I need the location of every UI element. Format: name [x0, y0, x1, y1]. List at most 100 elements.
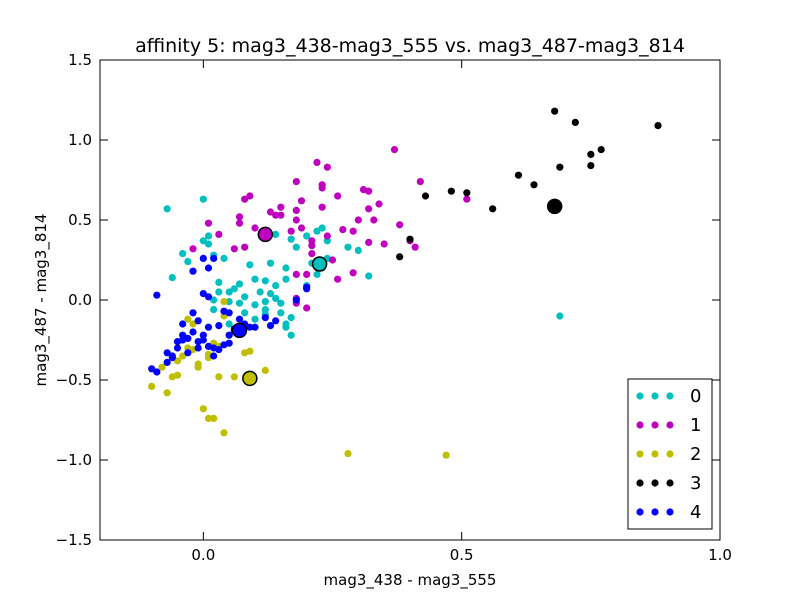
point-series-4-2: [153, 368, 161, 376]
point-series-0-27: [292, 243, 300, 251]
point-series-2-20: [230, 373, 238, 381]
point-series-1-9: [241, 243, 249, 251]
point-series-0-21: [261, 298, 269, 306]
point-series-2-22: [246, 347, 254, 355]
legend-marker-1-2: [666, 421, 674, 429]
point-series-0-50: [225, 298, 233, 306]
y-axis-label: mag3_487 - mag3_814: [32, 214, 51, 387]
y-tick-label-1: −1.0: [56, 451, 92, 469]
x-tick-label-0: 0.0: [191, 546, 215, 564]
point-series-1-36: [365, 187, 373, 195]
point-series-1-8: [251, 224, 259, 232]
point-series-4-11: [189, 309, 197, 317]
legend-marker-0-2: [666, 392, 674, 400]
point-series-0-24: [282, 275, 290, 283]
point-series-4-45: [225, 309, 233, 317]
point-series-0-32: [282, 323, 290, 331]
point-series-2-17: [215, 373, 223, 381]
point-series-4-10: [184, 349, 192, 357]
legend-label-3: 3: [690, 473, 701, 494]
point-series-0-13: [246, 261, 254, 269]
point-series-1-21: [308, 242, 316, 250]
point-series-4-17: [199, 336, 207, 344]
point-series-1-3: [230, 245, 238, 253]
point-series-4-28: [235, 315, 244, 323]
point-series-3-8: [551, 107, 559, 115]
point-series-1-16: [292, 216, 300, 224]
point-series-1-28: [313, 158, 321, 166]
point-series-4-42: [199, 290, 207, 298]
legend-label-2: 2: [690, 444, 701, 465]
point-series-1-31: [328, 256, 337, 264]
point-series-0-26: [287, 235, 295, 243]
point-series-1-30: [339, 226, 347, 234]
point-series-0-40: [318, 224, 326, 232]
legend-marker-2-2: [666, 450, 674, 458]
y-tick-label-2: −0.5: [56, 371, 92, 389]
point-series-1-50: [303, 270, 311, 278]
point-series-3-3: [447, 187, 455, 195]
point-series-0-56: [251, 315, 259, 323]
y-tick-label-6: 1.5: [68, 51, 92, 69]
point-series-4-33: [266, 322, 275, 330]
point-series-2-1: [163, 389, 171, 397]
y-tick-label-5: 1.0: [68, 131, 92, 149]
chart-title: affinity 5: mag3_438-mag3_555 vs. mag3_4…: [135, 35, 685, 57]
legend-marker-3-1: [651, 479, 659, 487]
centroid-series-1: [257, 226, 274, 243]
legend: 0 1 2 3 4: [627, 378, 713, 530]
point-series-1-14: [287, 227, 295, 235]
point-series-2-23: [261, 366, 269, 374]
legend-marker-4-0: [636, 508, 644, 516]
point-series-1-40: [375, 200, 383, 208]
plot-points: [148, 107, 662, 459]
point-series-0-25: [282, 264, 290, 272]
point-series-1-15: [292, 206, 300, 214]
point-series-1-46: [411, 243, 419, 251]
point-series-4-19: [204, 323, 213, 331]
point-series-2-0: [148, 382, 156, 390]
point-series-1-32: [334, 275, 342, 283]
point-series-1-13: [277, 203, 285, 211]
point-series-1-10: [266, 208, 275, 216]
point-series-1-43: [390, 146, 399, 154]
point-series-1-34: [349, 227, 357, 235]
point-series-3-9: [556, 163, 564, 171]
point-series-1-44: [396, 221, 404, 229]
point-series-1-33: [349, 269, 357, 277]
legend-marker-3-0: [636, 479, 644, 487]
point-series-0-6: [204, 240, 213, 248]
point-series-3-5: [489, 205, 497, 213]
legend-marker-0-1: [651, 392, 659, 400]
point-series-0-7: [204, 232, 213, 240]
point-series-1-2: [215, 230, 223, 238]
point-series-1-5: [235, 219, 244, 227]
point-series-2-12: [199, 405, 207, 413]
point-series-1-0: [189, 245, 197, 253]
point-series-0-58: [210, 306, 218, 314]
point-series-1-38: [365, 205, 373, 213]
point-series-0-30: [287, 314, 295, 322]
point-series-1-4: [235, 213, 244, 221]
point-series-2-24: [344, 450, 352, 458]
point-series-1-29: [334, 192, 342, 200]
point-series-0-9: [220, 254, 228, 262]
centroid-series-3: [546, 198, 563, 215]
point-series-0-3: [179, 250, 187, 258]
point-series-1-49: [292, 270, 300, 278]
point-series-0-14: [251, 275, 259, 283]
point-series-0-45: [313, 270, 321, 278]
y-tick-label-0: −1.5: [56, 531, 92, 549]
point-series-3-0: [396, 253, 404, 261]
point-series-2-14: [210, 414, 218, 422]
point-series-1-6: [241, 195, 249, 203]
point-series-4-0: [153, 291, 161, 299]
point-series-4-35: [292, 296, 300, 304]
legend-marker-4-2: [666, 508, 674, 516]
point-series-2-5: [179, 352, 187, 360]
point-series-0-1: [199, 195, 207, 203]
point-series-4-30: [246, 323, 254, 331]
point-series-1-22: [308, 250, 316, 258]
point-series-3-10: [571, 118, 579, 126]
point-series-0-20: [266, 290, 275, 298]
